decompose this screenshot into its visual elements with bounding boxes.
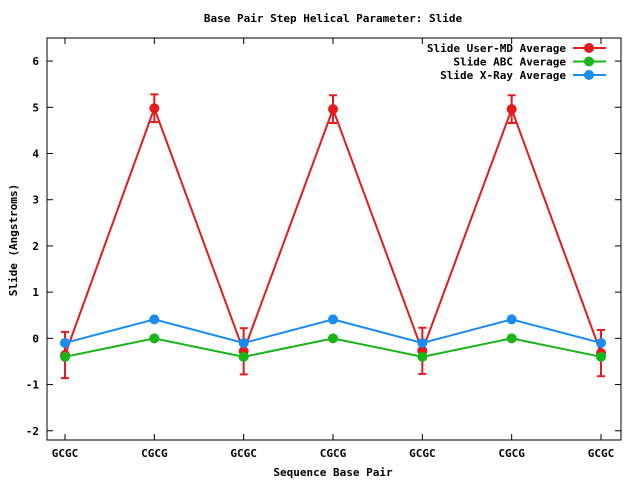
series-2 <box>60 333 606 362</box>
data-point <box>328 104 338 115</box>
data-point <box>238 351 249 362</box>
y-axis-label: Slide (Angstroms) <box>7 184 20 297</box>
data-point <box>596 351 606 362</box>
x-tick-label: GCGC <box>52 447 79 460</box>
data-point <box>149 314 160 325</box>
data-point <box>506 333 517 344</box>
data-point <box>149 103 160 114</box>
data-point <box>417 337 428 348</box>
y-tick-label: 3 <box>32 194 39 207</box>
legend-marker <box>584 56 594 67</box>
data-point <box>238 337 249 348</box>
y-tick-label: 4 <box>32 148 39 161</box>
chart-title: Base Pair Step Helical Parameter: Slide <box>204 12 463 25</box>
data-point <box>506 104 517 115</box>
y-tick-label: 5 <box>32 101 39 114</box>
x-tick-label: GCGC <box>588 447 615 460</box>
x-tick-label: CGCG <box>141 447 168 460</box>
data-point <box>417 351 428 362</box>
legend-marker <box>584 70 594 80</box>
x-tick-label: CGCG <box>498 447 525 460</box>
legend-item-3: Slide X-Ray Average <box>440 69 606 82</box>
legend-marker <box>584 43 594 53</box>
x-axis: GCGC CGCG GCGC CGCG GCGC CGCG GCGC <box>52 38 615 460</box>
y-tick-label: 6 <box>32 55 39 68</box>
y-axis: -2 -1 0 1 2 3 4 5 6 <box>26 55 621 438</box>
data-point <box>596 337 606 348</box>
legend-label: Slide ABC Average <box>453 56 566 69</box>
y-tick-label: 0 <box>32 332 39 345</box>
data-point <box>328 314 338 325</box>
series-layer <box>60 93 606 380</box>
data-point <box>60 337 70 348</box>
x-tick-label: GCGC <box>409 447 436 460</box>
y-tick-label: -1 <box>26 379 40 392</box>
series-3 <box>60 314 606 348</box>
data-point <box>506 314 517 325</box>
x-tick-label: GCGC <box>230 447 257 460</box>
y-tick-label: 2 <box>32 240 39 253</box>
x-axis-label: Sequence Base Pair <box>273 466 393 479</box>
y-tick-label: -2 <box>26 425 39 438</box>
legend-label: Slide User-MD Average <box>427 42 566 55</box>
plot-frame <box>46 37 622 441</box>
x-tick-label: CGCG <box>320 447 347 460</box>
legend-item-2: Slide ABC Average <box>453 56 606 69</box>
data-point <box>149 333 160 344</box>
data-point <box>60 351 70 362</box>
y-tick-label: 1 <box>32 286 39 299</box>
data-point <box>328 333 338 344</box>
legend-label: Slide X-Ray Average <box>440 69 566 82</box>
legend-item-1: Slide User-MD Average <box>427 42 606 55</box>
